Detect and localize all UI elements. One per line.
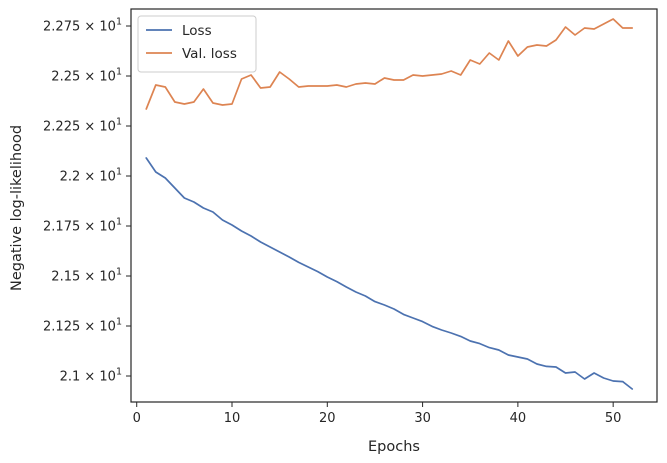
- x-tick-label: 50: [605, 411, 622, 426]
- x-tick-label: 30: [414, 411, 431, 426]
- y-tick-label: 2.225 × 101: [43, 117, 122, 135]
- legend: Loss Val. loss: [137, 15, 257, 73]
- series-lines: [145, 18, 634, 390]
- x-axis: 0 10 20 30 40 50: [133, 402, 622, 426]
- x-tick-label: 40: [510, 411, 527, 426]
- plot-border: [130, 8, 658, 403]
- y-tick-label: 2.15 × 101: [51, 267, 122, 285]
- y-tick-label: 2.1 × 101: [60, 367, 122, 385]
- y-axis: 2.1 × 101 2.125 × 101 2.15 × 101 2.175 × 10…: [43, 17, 131, 385]
- x-axis-label: Epochs: [368, 439, 420, 455]
- x-tick-label: 20: [319, 411, 336, 426]
- y-axis-label: Negative log-likelihood: [9, 125, 25, 291]
- series-line: [145, 157, 634, 390]
- y-tick-label: 2.175 × 101: [43, 217, 122, 235]
- y-tick-label: 2.125 × 101: [43, 317, 122, 335]
- series-line: [145, 18, 634, 110]
- legend-label: Loss: [182, 23, 212, 39]
- plot-area: [131, 9, 657, 402]
- legend-label: Val. loss: [182, 46, 237, 62]
- y-tick-label: 2.25 × 101: [51, 67, 122, 85]
- x-tick-label: 0: [133, 411, 141, 426]
- plot-frame: [130, 8, 658, 403]
- plot-background: [131, 9, 657, 402]
- y-tick-label: 2.275 × 101: [43, 17, 122, 35]
- y-tick-label: 2.2 × 101: [60, 167, 122, 185]
- x-tick-label: 10: [224, 411, 241, 426]
